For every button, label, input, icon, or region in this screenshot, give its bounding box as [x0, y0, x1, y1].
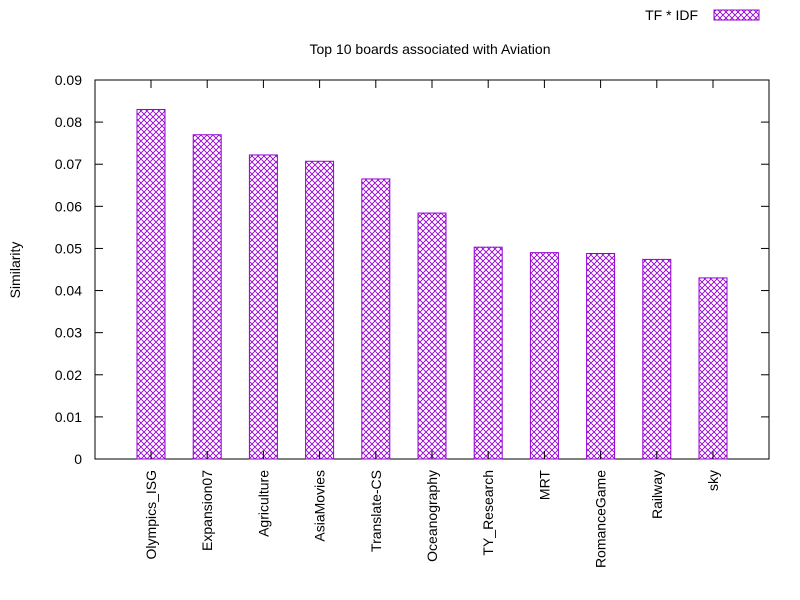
y-axis-label: Similarity	[7, 242, 23, 299]
x-tick-label: TY_Research	[480, 470, 496, 556]
bar-translate-cs	[361, 178, 391, 460]
x-tick-label: Agriculture	[255, 470, 271, 537]
y-tick-label: 0.06	[55, 198, 82, 214]
x-tick-label: Railway	[649, 470, 665, 519]
y-tick-label: 0.05	[55, 240, 82, 256]
x-tick-label: AsiaMovies	[312, 470, 328, 542]
x-tick-label: Olympics_ISG	[143, 470, 159, 559]
bar-romancegame	[586, 252, 616, 460]
x-tick-label: sky	[705, 470, 721, 491]
bar-sky	[698, 277, 728, 460]
legend: TF * IDF	[645, 7, 760, 23]
bar-olympics-isg	[136, 108, 166, 460]
y-tick-label: 0.09	[55, 72, 82, 88]
bar-expansion07	[192, 134, 222, 460]
y-tick-label: 0.08	[55, 114, 82, 130]
bars	[136, 108, 728, 460]
y-tick-label: 0.02	[55, 367, 82, 383]
bar-railway	[642, 258, 672, 460]
y-tick-label: 0.03	[55, 325, 82, 341]
y-axis: 0 0.01 0.02 0.03 0.04 0.05 0.06 0.07 0.08 0.09	[55, 72, 769, 467]
x-tick-label: Expansion07	[199, 470, 215, 551]
y-tick-label: 0.04	[55, 283, 82, 299]
x-axis: Olympics_ISG Expansion07 Agriculture AsiaMo…	[143, 80, 721, 568]
bar-agriculture	[248, 154, 278, 460]
legend-label: TF * IDF	[645, 7, 698, 23]
bar-asiamovies	[305, 160, 335, 460]
y-tick-label: 0.01	[55, 409, 82, 425]
x-tick-label: Oceanography	[424, 470, 440, 562]
y-tick-label: 0	[74, 451, 82, 467]
chart-title: Top 10 boards associated with Aviation	[309, 41, 550, 57]
bar-oceanography	[417, 212, 447, 460]
bar-mrt	[529, 252, 559, 460]
legend-swatch	[713, 9, 760, 21]
x-tick-label: Translate-CS	[368, 470, 384, 552]
x-tick-label: MRT	[536, 470, 552, 501]
x-tick-label: RomanceGame	[593, 470, 609, 568]
bar-ty-research	[473, 246, 503, 460]
y-tick-label: 0.07	[55, 156, 82, 172]
